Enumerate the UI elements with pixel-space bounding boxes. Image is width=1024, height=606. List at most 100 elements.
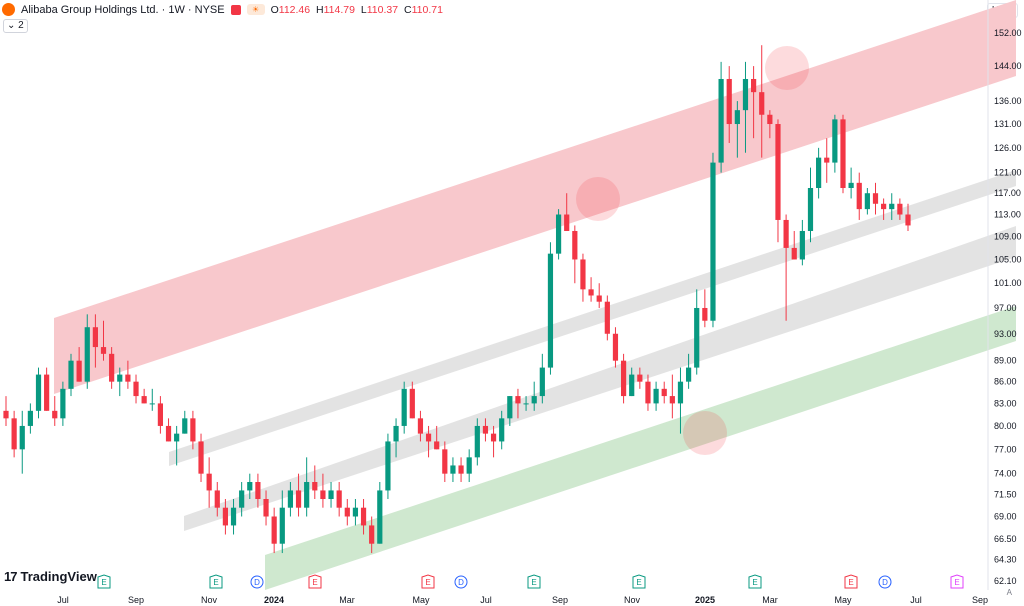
candle[interactable] [677, 367, 684, 434]
candle[interactable] [352, 499, 359, 526]
candle[interactable] [125, 360, 131, 389]
candle[interactable] [149, 388, 155, 411]
candle[interactable] [84, 314, 90, 389]
candle[interactable] [620, 353, 627, 404]
candle[interactable] [807, 167, 814, 243]
candle[interactable] [629, 367, 635, 397]
candle[interactable] [881, 198, 887, 220]
candle[interactable] [799, 219, 805, 266]
candle[interactable] [174, 425, 180, 466]
candle[interactable] [206, 457, 212, 508]
candle[interactable] [263, 490, 269, 526]
candle[interactable] [832, 114, 838, 173]
candle[interactable] [889, 193, 895, 220]
candle[interactable] [27, 403, 33, 434]
candle[interactable] [434, 425, 440, 450]
earnings-marker[interactable]: E [308, 574, 322, 589]
candle[interactable] [751, 66, 757, 139]
candle[interactable] [230, 499, 237, 535]
candle[interactable] [564, 193, 570, 231]
candle[interactable] [539, 353, 545, 404]
candle[interactable] [555, 209, 562, 260]
candle[interactable] [523, 396, 529, 411]
candle[interactable] [759, 45, 765, 158]
candle[interactable] [141, 388, 147, 404]
candle[interactable] [222, 499, 229, 535]
candle[interactable] [726, 66, 732, 144]
candle[interactable] [645, 374, 651, 411]
candle[interactable] [11, 410, 17, 458]
tradingview-logo[interactable]: 17 TradingView [4, 569, 97, 584]
candle[interactable] [182, 410, 188, 434]
earnings-marker[interactable]: E [748, 574, 762, 589]
candle[interactable] [783, 214, 789, 321]
candle[interactable] [897, 198, 903, 220]
candle[interactable] [840, 114, 846, 194]
red-channel[interactable] [54, 0, 1016, 394]
earnings-marker[interactable]: E [844, 574, 858, 589]
earnings-marker[interactable]: E [97, 574, 111, 589]
candle[interactable] [369, 516, 375, 554]
candle[interactable] [547, 242, 554, 375]
candle[interactable] [490, 425, 497, 458]
highlight-circle-2[interactable] [765, 46, 809, 90]
candle[interactable] [401, 381, 407, 434]
candle[interactable] [848, 167, 854, 199]
candle[interactable] [661, 381, 667, 404]
candle[interactable] [393, 418, 399, 458]
highlight-circle-3[interactable] [683, 411, 727, 455]
candle[interactable] [271, 507, 277, 554]
candle[interactable] [165, 418, 172, 442]
candle[interactable] [190, 410, 196, 450]
candle[interactable] [596, 283, 602, 308]
candle[interactable] [580, 253, 586, 302]
candle[interactable] [710, 152, 716, 328]
earnings-marker[interactable]: E [632, 574, 646, 589]
candle[interactable] [767, 110, 773, 139]
candle[interactable] [425, 425, 432, 458]
candle[interactable] [214, 481, 220, 517]
candle[interactable] [328, 481, 334, 508]
candle[interactable] [816, 147, 822, 199]
candle[interactable] [466, 449, 472, 482]
dividend-marker[interactable]: D [250, 575, 264, 589]
candle[interactable] [76, 347, 82, 382]
candle[interactable] [417, 410, 424, 442]
candle[interactable] [19, 410, 25, 474]
candle[interactable] [68, 353, 74, 397]
candle[interactable] [482, 418, 489, 442]
candle[interactable] [450, 457, 456, 482]
candle[interactable] [377, 481, 383, 544]
candle[interactable] [198, 433, 204, 482]
sentiment-icon[interactable]: ☀ [246, 4, 265, 15]
candle[interactable] [336, 481, 342, 517]
flag-icon[interactable] [230, 4, 241, 15]
candle[interactable] [604, 295, 610, 341]
candle[interactable] [3, 396, 9, 426]
candle[interactable] [507, 396, 513, 426]
candle[interactable] [515, 388, 521, 419]
candle[interactable] [872, 182, 879, 215]
earnings-marker[interactable]: E [527, 574, 541, 589]
candle[interactable] [52, 396, 58, 426]
candle[interactable] [239, 481, 245, 517]
candle[interactable] [742, 61, 749, 153]
candle[interactable] [442, 441, 448, 482]
candle[interactable] [734, 101, 740, 158]
candle[interactable] [60, 381, 66, 426]
candle[interactable] [320, 473, 326, 508]
candle[interactable] [255, 473, 261, 508]
candle[interactable] [864, 188, 870, 215]
candle[interactable] [685, 353, 692, 389]
candle[interactable] [458, 457, 464, 482]
candle[interactable] [791, 230, 797, 260]
candle[interactable] [133, 374, 139, 404]
candle[interactable] [824, 138, 830, 183]
auto-scale-button[interactable]: A [1006, 588, 1012, 597]
candle[interactable] [295, 473, 302, 517]
dividend-marker[interactable]: D [454, 575, 468, 589]
candle[interactable] [312, 465, 318, 500]
candle[interactable] [637, 367, 643, 389]
candle[interactable] [409, 381, 415, 419]
